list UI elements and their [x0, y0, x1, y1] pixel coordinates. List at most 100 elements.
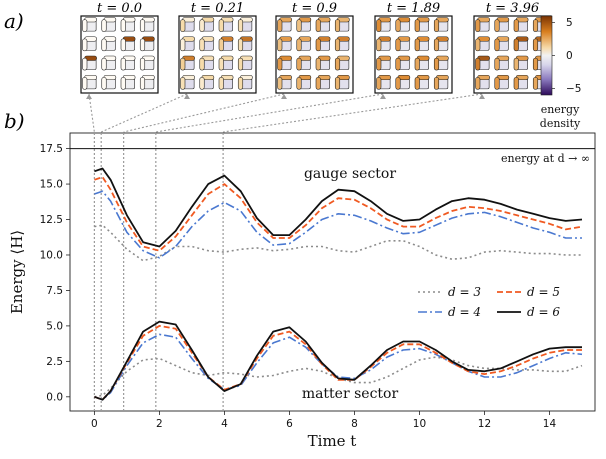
vertical-link	[315, 77, 321, 90]
vertical-link	[494, 38, 500, 52]
snapshot-0: t = 0.0	[80, 1, 159, 94]
vertical-link	[180, 77, 186, 90]
snapshot-1: t = 0.21	[178, 1, 257, 94]
y-tick-label: 5.0	[46, 320, 63, 332]
colorbar-tick-label: −5	[566, 83, 581, 95]
vertical-link	[101, 38, 107, 52]
vertical-link	[101, 77, 107, 90]
colorbar-tick-label: 5	[566, 17, 573, 29]
series-d6-gauge	[94, 167, 583, 248]
hline-label: energy at d → ∞	[501, 152, 590, 165]
vertical-link	[82, 77, 88, 90]
snapshot-time-label: t = 0.9	[292, 1, 337, 16]
vertical-link	[199, 57, 205, 71]
vertical-link	[532, 77, 539, 90]
vertical-link	[475, 19, 481, 32]
plot-frame	[69, 132, 596, 412]
y-tick-label: 12.5	[40, 214, 63, 226]
vertical-link	[296, 19, 302, 32]
snapshot-time-label: t = 3.96	[486, 1, 539, 16]
connector-arrowhead	[86, 94, 92, 99]
x-tick-label: 2	[156, 418, 163, 430]
y-axis-title: Energy ⟨H⟩	[8, 230, 26, 314]
snapshot-time-label: t = 0.21	[191, 1, 244, 16]
vertical-link	[120, 19, 126, 32]
vertical-link	[475, 38, 481, 52]
x-axis-title: Time t	[308, 432, 357, 450]
x-tick-label: 14	[543, 418, 557, 430]
vertical-link	[139, 57, 146, 71]
vertical-link	[237, 19, 244, 32]
vertical-link	[414, 77, 420, 90]
legend: d = 3 d = 5 d = 4 d = 6	[418, 285, 560, 319]
vertical-link	[101, 57, 107, 71]
vertical-link	[376, 57, 382, 71]
x-tick-label: 4	[221, 418, 228, 430]
vertical-link	[296, 77, 302, 90]
vertical-link	[315, 19, 321, 32]
vertical-link	[513, 19, 519, 32]
x-axis-ticks: 0 2 4 6 8 10 12 14	[91, 411, 556, 430]
vertical-link	[277, 19, 283, 32]
vertical-link	[218, 57, 224, 71]
vertical-link	[82, 38, 88, 52]
vertical-link	[139, 38, 146, 52]
vertical-link	[433, 19, 440, 32]
colorbar	[540, 15, 553, 96]
snapshot-connectors	[86, 93, 485, 133]
vertical-link	[334, 19, 341, 32]
vertical-link	[395, 38, 401, 52]
connector-arrowhead	[380, 94, 386, 99]
vertical-link	[414, 57, 420, 71]
gauge-sector-label: gauge sector	[304, 166, 396, 182]
snapshot-time-label: t = 0.0	[97, 1, 142, 16]
vertical-link	[218, 38, 224, 52]
vertical-link	[376, 77, 382, 90]
vertical-link	[180, 57, 186, 71]
vertical-link	[433, 57, 440, 71]
vertical-link	[218, 77, 224, 90]
vertical-link	[277, 77, 283, 90]
connector	[123, 93, 285, 133]
matter-sector-label: matter sector	[302, 386, 399, 402]
connector	[155, 93, 384, 133]
vertical-link	[494, 19, 500, 32]
vertical-link	[82, 57, 88, 71]
y-axis-ticks: 0.0 2.5 5.0 7.5 10.0 12.5 15.0 17.5	[40, 143, 70, 403]
vertical-link	[315, 57, 321, 71]
connector-arrowhead	[281, 94, 287, 99]
vertical-link	[82, 19, 88, 32]
legend-label-d4: d = 4	[448, 305, 481, 319]
vertical-link	[237, 77, 244, 90]
vertical-link	[218, 19, 224, 32]
connector	[100, 93, 188, 133]
x-tick-label: 6	[286, 418, 293, 430]
vertical-link	[120, 77, 126, 90]
y-tick-label: 10.0	[40, 249, 63, 261]
vertical-link	[101, 19, 107, 32]
series-d5-gauge	[94, 176, 583, 252]
vertical-link	[395, 77, 401, 90]
legend-label-d5: d = 5	[527, 285, 560, 299]
snapshot-2: t = 0.9	[275, 1, 354, 94]
y-tick-label: 7.5	[46, 285, 63, 297]
snapshot-3: t = 1.89	[374, 1, 453, 94]
vertical-link	[532, 57, 539, 71]
x-tick-label: 0	[91, 418, 98, 430]
panel-label-b: b)	[4, 109, 25, 133]
vertical-link	[475, 57, 481, 71]
colorbar-ticks: 5 0 −5	[552, 17, 581, 95]
vertical-link	[180, 19, 186, 32]
y-tick-label: 15.0	[40, 179, 63, 191]
vertical-link	[513, 57, 519, 71]
connector-arrowhead	[479, 94, 485, 99]
x-tick-label: 12	[478, 418, 491, 430]
vertical-link	[414, 19, 420, 32]
connector	[223, 93, 483, 133]
vertical-link	[237, 38, 244, 52]
vertical-link	[334, 57, 341, 71]
vertical-link	[513, 38, 519, 52]
vertical-link	[120, 38, 126, 52]
snapshot-4: t = 3.96	[473, 1, 552, 94]
colorbar-label-line2: density	[540, 117, 581, 130]
